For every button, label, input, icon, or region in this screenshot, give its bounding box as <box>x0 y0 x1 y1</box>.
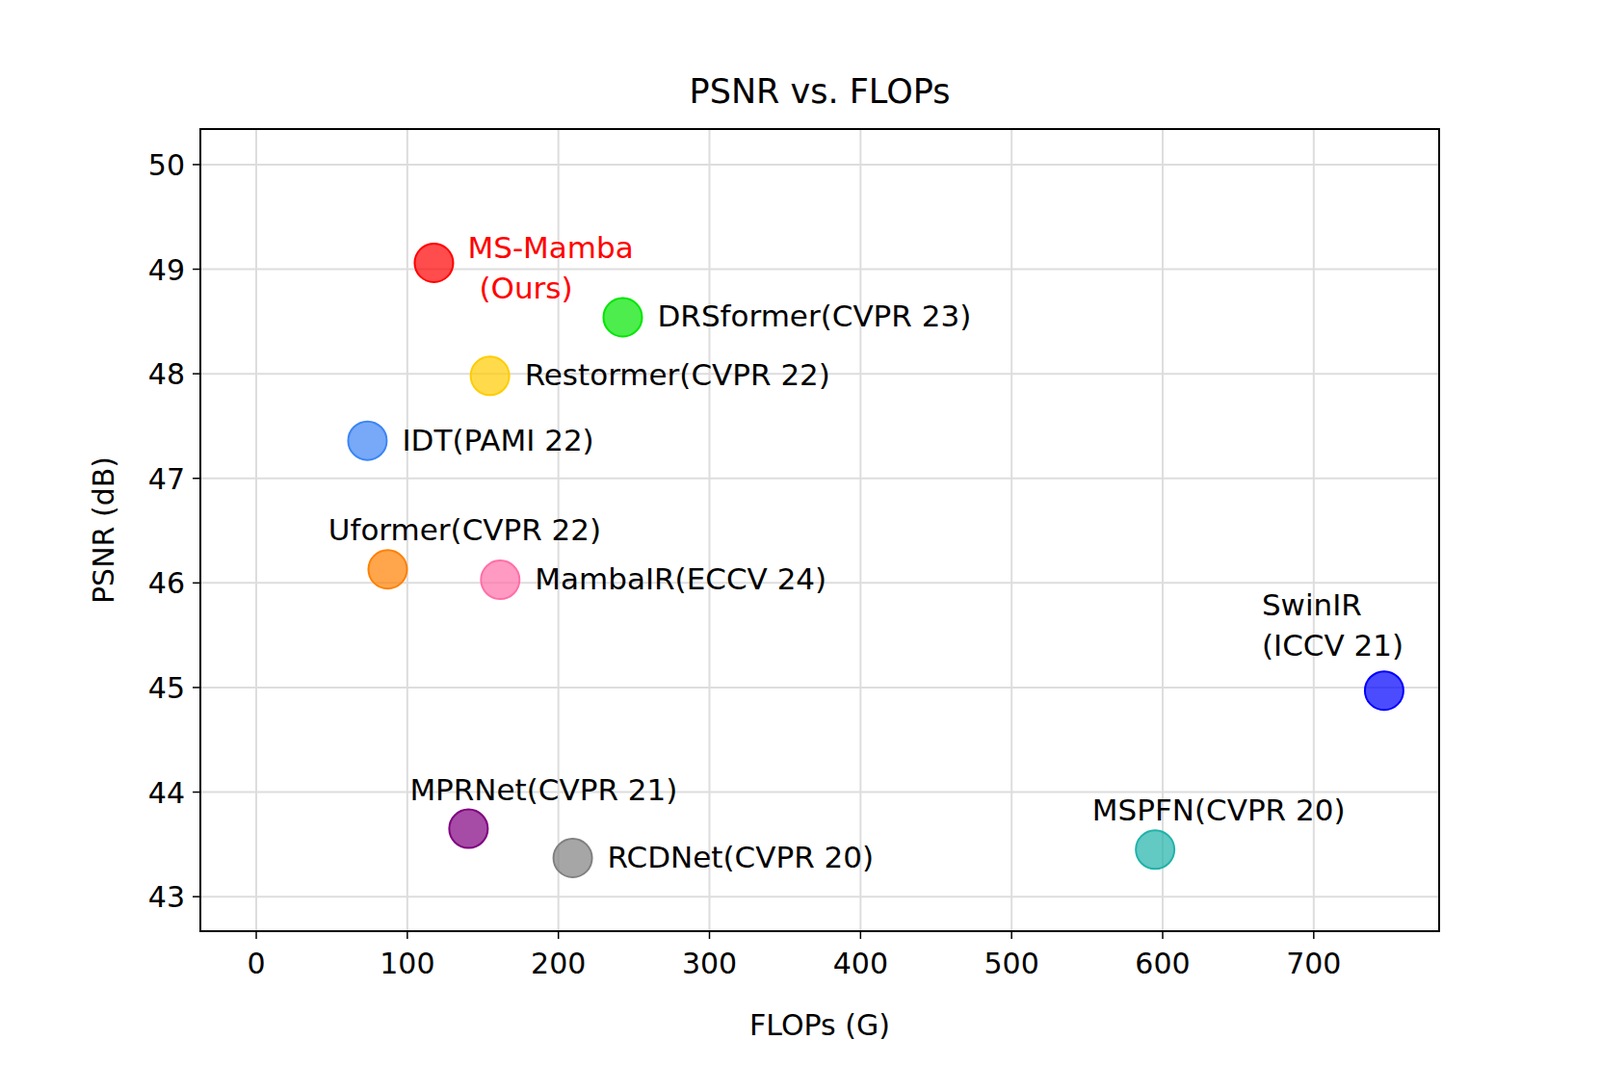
point-label: MPRNet(CVPR 21) <box>409 772 678 808</box>
tick-label: 43 <box>148 880 185 915</box>
tick <box>406 931 409 940</box>
tick <box>557 931 560 940</box>
grid-line <box>708 129 711 932</box>
tick-label: 45 <box>148 671 185 706</box>
grid-line <box>200 163 1440 166</box>
tick <box>192 163 201 166</box>
tick <box>192 791 201 794</box>
tick-label: 300 <box>681 946 737 981</box>
tick-label: 100 <box>379 946 435 981</box>
grid-line <box>200 268 1440 271</box>
tick-label: 47 <box>148 462 185 497</box>
chart: 0 100 200 300 400 500 600 700 43 44 45 46 47 48 49 50 PS… <box>0 0 1600 1066</box>
tick-label: 48 <box>148 357 185 392</box>
tick <box>192 582 201 585</box>
tick <box>860 931 863 940</box>
tick <box>192 268 201 271</box>
tick <box>708 931 711 940</box>
x-axis-label: FLOPs (G) <box>749 1008 891 1043</box>
y-axis-label: PSNR (dB) <box>86 456 121 604</box>
point <box>414 243 453 283</box>
tick <box>1312 931 1315 940</box>
point <box>480 560 520 600</box>
tick-label: 500 <box>984 946 1040 981</box>
plot-frame <box>200 129 1440 932</box>
point-label: RCDNet(CVPR 20) <box>607 839 875 875</box>
tick-label: 44 <box>148 776 185 811</box>
point <box>448 810 488 849</box>
grid-line <box>1010 129 1013 932</box>
tick <box>1010 931 1013 940</box>
point-label: MSPFN(CVPR 20) <box>1092 792 1346 828</box>
labels: MS-Mamba(Ours) DRSformer(CVPR 23) Restorme… <box>328 230 1404 875</box>
tick <box>255 931 258 940</box>
point-label: SwinIR(ICCV 21) <box>1261 587 1404 663</box>
tick <box>192 686 201 689</box>
grid-line <box>200 686 1440 689</box>
points <box>347 243 1403 878</box>
grid-line <box>859 129 862 932</box>
tick-label: 0 <box>246 946 265 981</box>
tick-label: 400 <box>833 946 889 981</box>
point-label: MS-Mamba(Ours) <box>467 230 633 306</box>
point-label: IDT(PAMI 22) <box>401 422 594 458</box>
tick <box>192 372 201 375</box>
point <box>1364 671 1404 710</box>
tick <box>192 895 201 898</box>
tick-label: 50 <box>148 148 185 183</box>
grid-line <box>255 129 258 932</box>
grid-line <box>200 895 1440 898</box>
tick-label: 49 <box>148 253 185 288</box>
point <box>367 550 407 589</box>
point <box>603 297 642 337</box>
point-label: DRSformer(CVPR 23) <box>656 298 971 334</box>
background <box>0 0 1600 1066</box>
point-label: Uformer(CVPR 22) <box>328 512 602 548</box>
tick-label: 46 <box>148 566 185 601</box>
point-label: Restormer(CVPR 22) <box>524 357 831 393</box>
tick <box>192 477 201 480</box>
tick-label: 600 <box>1134 946 1190 981</box>
tick <box>1161 931 1164 940</box>
grid-line <box>200 477 1440 480</box>
point-label: MambaIR(ECCV 24) <box>534 561 827 597</box>
tick-label: 200 <box>530 946 586 981</box>
point <box>1135 830 1175 869</box>
point <box>553 839 593 878</box>
point <box>347 421 387 461</box>
title: PSNR vs. FLOPs <box>689 72 951 111</box>
point <box>471 356 510 395</box>
tick-label: 700 <box>1285 946 1341 981</box>
